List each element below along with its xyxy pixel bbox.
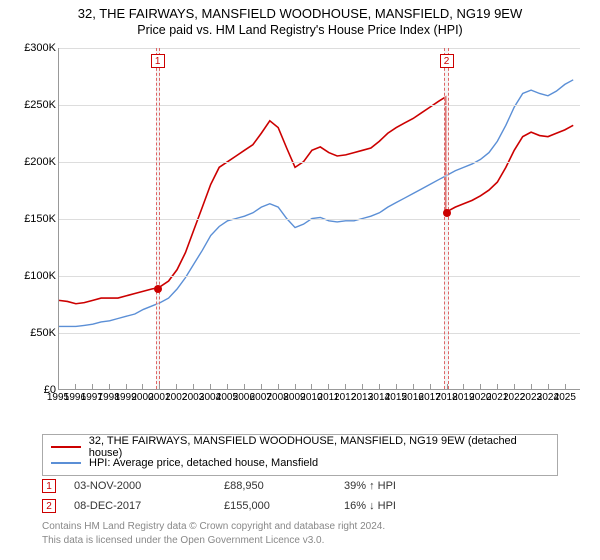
sale-marker-box: 1	[151, 54, 165, 68]
sale-row: 1 03-NOV-2000£88,95039% ↑ HPI	[42, 476, 464, 496]
sale-marker-band	[156, 48, 160, 389]
y-tick-label: £200K	[24, 156, 56, 168]
gridline-h	[59, 105, 580, 106]
gridline-h	[59, 48, 580, 49]
footer-attribution: Contains HM Land Registry data © Crown c…	[42, 520, 385, 547]
x-tick-mark	[311, 384, 312, 389]
x-tick-mark	[430, 384, 431, 389]
legend-box: 32, THE FAIRWAYS, MANSFIELD WOODHOUSE, M…	[42, 434, 558, 476]
gridline-h	[59, 276, 580, 277]
sale-row-date: 03-NOV-2000	[74, 480, 224, 492]
series-line-hpi	[59, 80, 573, 327]
sale-row-price: £88,950	[224, 480, 344, 492]
chart-title-address: 32, THE FAIRWAYS, MANSFIELD WOODHOUSE, M…	[0, 6, 600, 21]
footer-line2: This data is licensed under the Open Gov…	[42, 534, 385, 548]
x-tick-mark	[413, 384, 414, 389]
gridline-h	[59, 219, 580, 220]
x-tick-mark	[58, 384, 59, 389]
x-tick-mark	[261, 384, 262, 389]
legend-swatch	[51, 446, 81, 448]
sale-row-marker: 2	[42, 499, 56, 513]
x-tick-mark	[295, 384, 296, 389]
x-tick-mark	[328, 384, 329, 389]
y-tick-label: £300K	[24, 42, 56, 54]
y-tick-label: £150K	[24, 213, 56, 225]
x-tick-mark	[109, 384, 110, 389]
legend-row: 32, THE FAIRWAYS, MANSFIELD WOODHOUSE, M…	[51, 439, 549, 455]
sale-row-delta: 16% ↓ HPI	[344, 500, 464, 512]
x-tick-mark	[193, 384, 194, 389]
legend-label: HPI: Average price, detached house, Mans…	[89, 457, 318, 469]
gridline-h	[59, 162, 580, 163]
y-tick-label: £50K	[30, 327, 56, 339]
y-tick-label: £250K	[24, 99, 56, 111]
x-tick-mark	[480, 384, 481, 389]
chart-title-sub: Price paid vs. HM Land Registry's House …	[0, 23, 600, 37]
x-tick-mark	[244, 384, 245, 389]
x-tick-mark	[531, 384, 532, 389]
sale-marker-dot	[154, 285, 162, 293]
x-tick-mark	[362, 384, 363, 389]
title-block: 32, THE FAIRWAYS, MANSFIELD WOODHOUSE, M…	[0, 0, 600, 39]
x-tick-mark	[565, 384, 566, 389]
chart-area: 12 £0£50K£100K£150K£200K£250K£300K199519…	[12, 42, 588, 422]
chart-container: 32, THE FAIRWAYS, MANSFIELD WOODHOUSE, M…	[0, 0, 600, 560]
x-tick-mark	[345, 384, 346, 389]
sale-row-marker: 1	[42, 479, 56, 493]
footer-line1: Contains HM Land Registry data © Crown c…	[42, 520, 385, 534]
x-tick-mark	[92, 384, 93, 389]
x-tick-mark	[227, 384, 228, 389]
x-tick-mark	[142, 384, 143, 389]
series-line-property	[59, 97, 573, 304]
x-tick-mark	[159, 384, 160, 389]
x-tick-mark	[497, 384, 498, 389]
x-tick-mark	[396, 384, 397, 389]
x-tick-mark	[447, 384, 448, 389]
sale-marker-dot	[443, 209, 451, 217]
x-tick-label: 2025	[554, 392, 576, 403]
legend-swatch	[51, 462, 81, 464]
x-tick-mark	[379, 384, 380, 389]
x-tick-mark	[278, 384, 279, 389]
x-tick-mark	[126, 384, 127, 389]
gridline-h	[59, 333, 580, 334]
sale-marker-box: 2	[440, 54, 454, 68]
plot-area: 12	[58, 48, 580, 390]
y-tick-label: £100K	[24, 270, 56, 282]
x-tick-mark	[75, 384, 76, 389]
sale-marker-band	[444, 48, 448, 389]
sale-row-date: 08-DEC-2017	[74, 500, 224, 512]
sale-row-delta: 39% ↑ HPI	[344, 480, 464, 492]
x-tick-mark	[210, 384, 211, 389]
x-tick-mark	[548, 384, 549, 389]
x-tick-mark	[176, 384, 177, 389]
sale-row: 2 08-DEC-2017£155,00016% ↓ HPI	[42, 496, 464, 516]
sales-table: 1 03-NOV-2000£88,95039% ↑ HPI 2 08-DEC-2017…	[42, 476, 464, 516]
sale-row-price: £155,000	[224, 500, 344, 512]
x-tick-mark	[463, 384, 464, 389]
x-tick-mark	[514, 384, 515, 389]
legend-label: 32, THE FAIRWAYS, MANSFIELD WOODHOUSE, M…	[89, 435, 549, 459]
